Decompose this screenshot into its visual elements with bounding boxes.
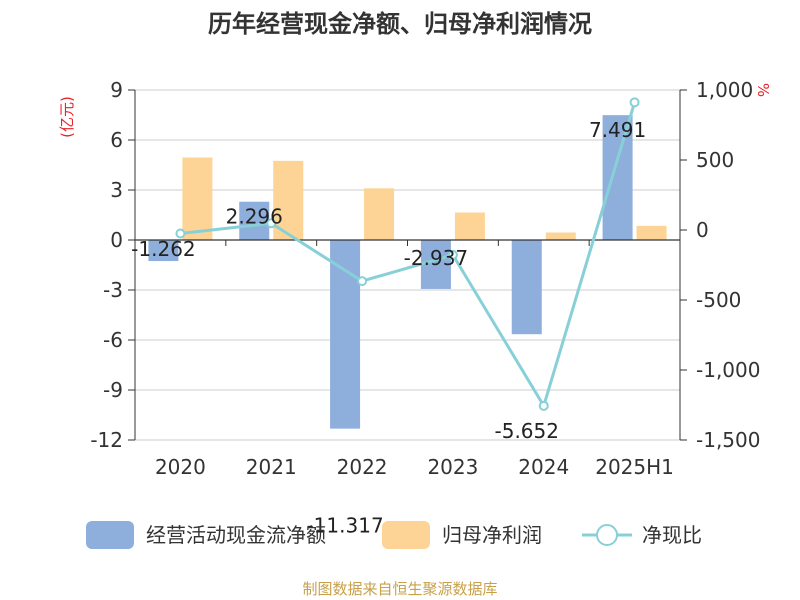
chart-title: 历年经营现金净额、归母净利润情况	[208, 10, 592, 38]
ratio-point	[447, 249, 458, 260]
data-label: 7.491	[589, 118, 646, 142]
ratio-point	[357, 276, 368, 287]
category-label: 2021	[246, 455, 297, 479]
category-label: 2020	[155, 455, 206, 479]
data-label: 2.296	[226, 205, 283, 229]
source-note: 制图数据来自恒生聚源数据库	[302, 580, 497, 598]
right-tick-label: -1,500	[696, 428, 760, 452]
bar-cash-flow	[239, 201, 270, 240]
category-label: 2024	[518, 455, 569, 479]
right-tick-label: 500	[696, 148, 734, 172]
legend-swatch-ratio-marker	[596, 524, 618, 546]
bar-cash-flow	[148, 240, 179, 262]
right-tick-label: 0	[696, 218, 709, 242]
data-label: -11.317	[306, 514, 383, 538]
bar-cash-flow	[602, 115, 633, 240]
ratio-line-path	[180, 101, 637, 410]
data-label: -2.937	[404, 246, 468, 270]
left-tick-label: -3	[103, 278, 123, 302]
bar-net-profit	[636, 225, 667, 240]
category-label: 2025H1	[595, 455, 674, 479]
data-label: -5.652	[495, 419, 559, 443]
left-tick-label: 9	[110, 78, 123, 102]
right-tick-label: -500	[696, 288, 741, 312]
legend-label-ratio: 净现比	[642, 523, 702, 547]
right-axis-unit: %	[754, 83, 772, 97]
ratio-line	[175, 97, 640, 411]
bar-net-profit	[454, 212, 485, 240]
left-tick-label: 6	[110, 128, 123, 152]
bar-cash-flow	[330, 240, 361, 429]
legend-label-cash-flow: 经营活动现金流净额	[146, 523, 326, 547]
bar-net-profit	[364, 188, 395, 240]
left-tick-label: -9	[103, 378, 123, 402]
ratio-point	[266, 218, 277, 229]
bar-cash-flow	[511, 240, 542, 335]
left-tick-label: 3	[110, 178, 123, 202]
bar-net-profit	[545, 232, 576, 240]
data-labels: -1.262 2.296 -11.317 -2.937 -5.652 7.491	[131, 118, 646, 537]
legend: 经营活动现金流净额 归母净利润 净现比	[86, 521, 702, 549]
left-tick-label: -6	[103, 328, 123, 352]
right-tick-label: 1,000	[696, 78, 753, 102]
legend-swatch-net-profit	[382, 521, 430, 549]
data-label: -1.262	[131, 237, 195, 261]
bar-cash-flow	[420, 240, 451, 289]
legend-swatch-cash-flow	[86, 521, 134, 549]
bars	[148, 115, 667, 429]
ratio-point	[175, 228, 186, 239]
category-label: 2023	[427, 455, 478, 479]
legend-label-net-profit: 归母净利润	[442, 523, 542, 547]
grid	[135, 89, 680, 441]
axes: 9 6 3 0 -3 -6 -9 -12 1,000 500 0 -500 -1,000 -1,500 20…	[90, 78, 760, 479]
left-tick-label: -12	[90, 428, 123, 452]
ratio-point	[538, 400, 549, 411]
ratio-point	[629, 97, 640, 108]
left-tick-label: 0	[110, 228, 123, 252]
category-label: 2022	[337, 455, 388, 479]
left-axis-unit: (亿元)	[58, 96, 76, 138]
right-tick-label: -1,000	[696, 358, 760, 382]
bar-net-profit	[182, 157, 213, 240]
